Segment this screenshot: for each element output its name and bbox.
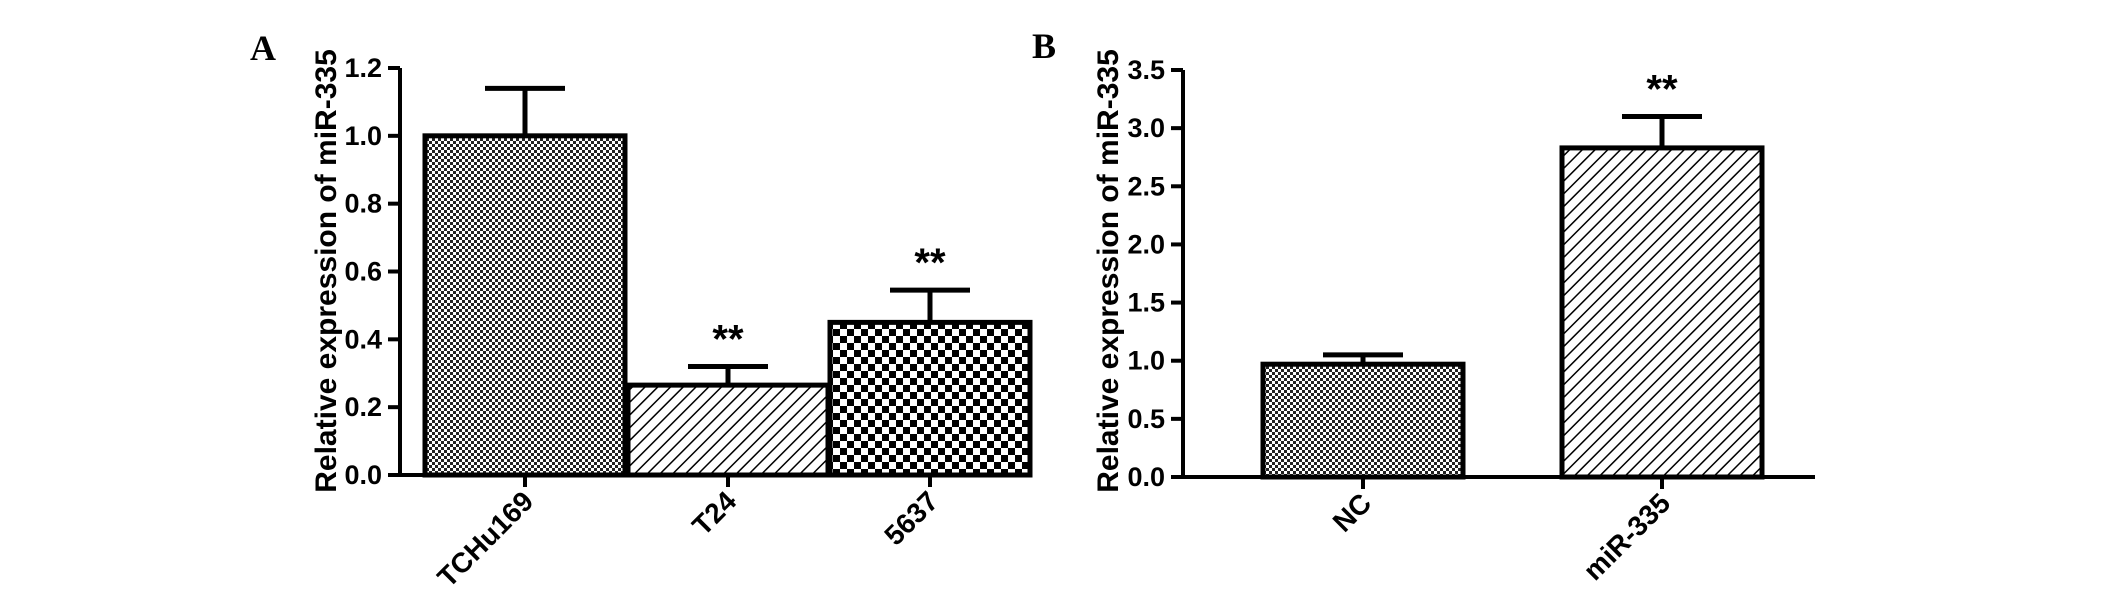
panel-a-category-label-0: TCHu169 [431, 485, 539, 593]
panel-a-bar-0 [422, 133, 628, 478]
panel-a-label: A [250, 28, 276, 68]
panel-b-y-tick-label-1: 0.5 [1127, 404, 1165, 434]
panel-b-category-label-1: miR-335 [1577, 487, 1676, 586]
panel-b-y-tick-label-3: 1.5 [1127, 288, 1165, 318]
panel-a-category-label-1: T24 [686, 485, 742, 541]
panel-b-bar-1 [1559, 145, 1765, 480]
panel-b-category-label-0: NC [1327, 487, 1378, 538]
panel-b-y-tick-label-4: 2.0 [1127, 229, 1165, 259]
panel-b-y-tick-label-6: 3.0 [1127, 113, 1165, 143]
panel-a: A TCHu169 ** T24 ** 5637 0.0 0.2 0.4 0.6 0.8 1.0 1.2… [250, 28, 1033, 593]
panel-a-y-tick-label-1: 0.2 [344, 392, 382, 422]
panel-a-category-label-2: 5637 [878, 485, 944, 551]
panel-b-y-tick-label-5: 2.5 [1127, 171, 1165, 201]
panel-b-y-tick-label-7: 3.5 [1127, 55, 1165, 85]
panel-a-y-axis-title: Relative expression of miR-335 [310, 49, 343, 493]
panel-a-y-tick-label-6: 1.2 [344, 53, 382, 83]
panel-a-significance-1: ** [712, 317, 744, 361]
panel-b-y-axis-title: Relative expression of miR-335 [1092, 49, 1125, 493]
panel-a-y-tick-label-0: 0.0 [344, 460, 382, 490]
panel-a-y-tick-label-4: 0.8 [344, 189, 382, 219]
panel-b-label: B [1032, 26, 1056, 66]
panel-a-bar-1 [625, 382, 831, 478]
panel-b: B NC ** miR-335 0.0 0.5 1.0 1.5 2.0 2.5 3.0 3.5Rela… [1032, 26, 1815, 586]
panel-b-bar-0 [1260, 361, 1466, 480]
panel-a-significance-2: ** [914, 241, 946, 285]
panel-b-significance-1: ** [1646, 68, 1678, 112]
panel-b-y-tick-label-2: 1.0 [1127, 346, 1165, 376]
panel-a-y-tick-label-5: 1.0 [344, 121, 382, 151]
panel-a-bar-2 [827, 319, 1033, 478]
panel-a-y-tick-label-2: 0.4 [344, 324, 382, 354]
panel-a-y-tick-label-3: 0.6 [344, 257, 382, 287]
panel-b-y-tick-label-0: 0.0 [1127, 462, 1165, 492]
